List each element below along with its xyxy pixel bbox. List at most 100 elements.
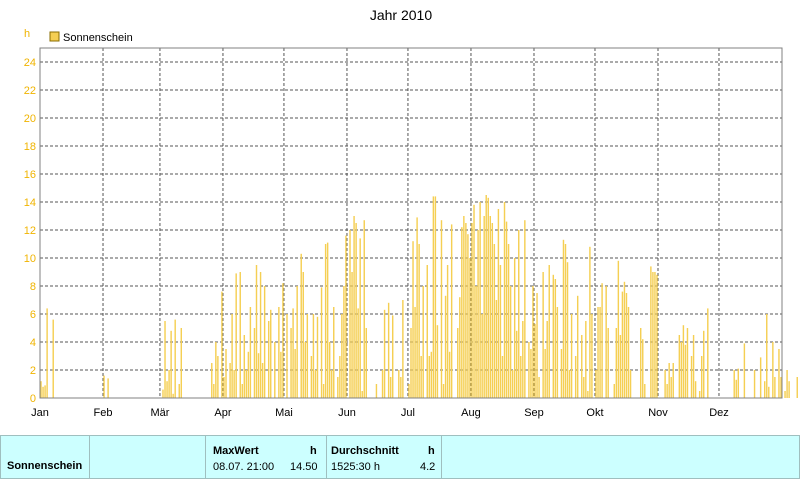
sunshine-bar [267,321,270,398]
sunshine-bar [341,314,343,398]
summary-empty-cell [90,436,206,478]
sunshine-bar [599,307,601,398]
sunshine-bar [333,307,335,398]
sunshine-bar [420,356,422,398]
sunshine-bar [753,370,756,398]
sunshine-bar [270,309,272,398]
sunshine-bar [381,370,384,398]
x-tick-label: Feb [94,407,113,419]
sunshine-bar [536,293,538,398]
sunshine-bar [290,328,292,398]
sunshine-bar [359,238,361,398]
sunshine-bar [615,328,618,398]
sunshine-bar [678,335,681,398]
sunshine-bar [772,342,774,398]
sunshine-bar [548,265,550,398]
sunshine-bar [375,384,378,398]
sunshine-bar [619,335,622,398]
grid [40,48,782,398]
sunshine-bar [253,328,256,398]
sunshine-bar [304,342,307,398]
sunshine-bar [497,209,500,398]
sunshine-bar [337,377,339,398]
sunshine-bar [398,370,400,398]
sunshine-bar [243,335,246,398]
sunshine-bar [402,300,404,398]
sunshine-bar [607,328,609,398]
sunshine-bar [247,351,250,398]
sunshine-bar [221,291,223,398]
sunshine-bar [444,295,447,398]
sunshine-bar [168,370,170,398]
sunshine-bar [566,262,569,398]
sunshine-bar [351,272,353,398]
x-tick-label: Jan [31,407,49,419]
sunshine-bar [562,239,565,398]
sunshine-bar [465,223,467,398]
sunshine-bar [261,363,264,398]
sunshine-bar [654,272,656,398]
sunshine-bar [107,378,109,398]
sunshine-bar [467,234,469,398]
x-tick-label: Apr [214,407,231,419]
y-tick-label: 2 [30,365,36,377]
sunshine-bar [597,307,599,398]
sunshine-bar [576,295,579,398]
sunshine-bar [213,384,215,398]
sunshine-bar [784,391,786,398]
sunshine-bar [499,265,502,398]
sunshine-bar [312,314,315,398]
sunshine-bar [670,377,672,398]
sunshine-bar [174,319,176,398]
sunshine-bar [278,307,280,398]
sunshine-bar [257,353,260,398]
sunshine-bar [503,202,506,398]
sunshine-bar [44,385,46,398]
sunshine-bar [650,266,652,398]
y-tick-label: 0 [30,393,36,405]
sunshine-bar [587,391,589,398]
sunshine-bar [564,244,567,398]
sunshine-bar [328,342,331,398]
sunshine-bar [591,314,593,398]
x-tick-label: Nov [648,407,668,419]
sunshine-bar [786,370,788,398]
sunshine-bar [556,307,559,398]
sunshine-bar [511,370,514,398]
sunshine-bar [690,356,693,398]
sunshine-bar [263,286,266,398]
y-tick-label: 18 [24,141,36,153]
max-value: 14.50 [290,461,318,473]
sunshine-bar [322,384,325,398]
sunshine-bar [530,349,532,398]
summary-row-label: Sonnenschein [7,460,83,472]
sunshine-bar [589,246,591,398]
sunshine-bar [162,389,164,398]
y-tick-label: 20 [24,113,36,125]
sunshine-bar [524,220,526,398]
sunshine-bar [387,302,390,398]
sunshine-bar [353,216,355,398]
plot-frame [39,47,783,399]
sunshine-bar [471,223,473,398]
sunshine-bar [42,386,44,398]
sunshine-bar [436,325,439,398]
x-tick-label: Jul [401,407,415,419]
y-tick-label: 14 [24,197,36,209]
sunshine-bar [331,370,333,398]
sunshine-bar [302,272,304,398]
sunshine-bar [672,363,674,398]
sunshine-bar [430,351,433,398]
y-tick-label: 22 [24,85,36,97]
sunshine-bar [300,253,302,398]
sunshine-bar [639,328,642,398]
sunshine-bar [621,291,624,398]
sunshine-bar [339,356,341,398]
sunshine-bar [605,286,607,398]
bars [40,195,798,398]
sunshine-bar [546,321,548,398]
sunshine-bar [389,377,392,398]
sunshine-bar [652,272,654,398]
sunshine-bar [491,223,494,398]
x-tick-label: Jun [338,407,356,419]
